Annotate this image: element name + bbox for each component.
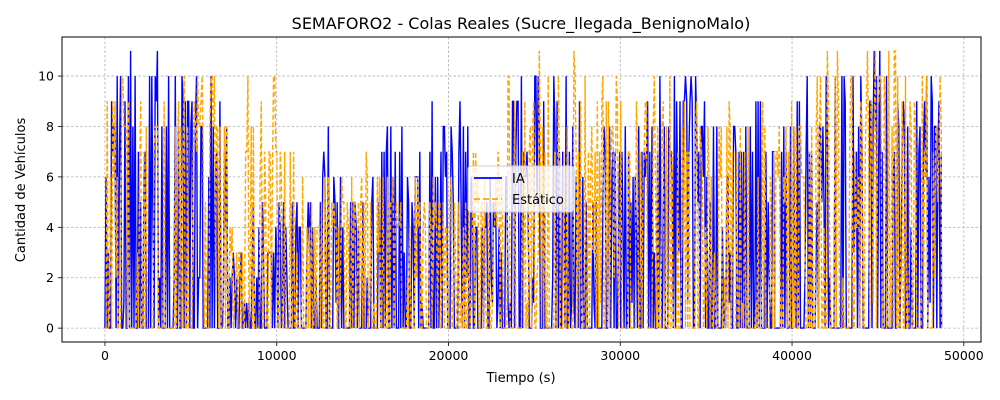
y-tick-label: 2 bbox=[46, 270, 54, 285]
x-axis-title: Tiempo (s) bbox=[485, 371, 555, 386]
y-axis: 0 2 4 6 8 10 bbox=[38, 69, 62, 336]
plot-area bbox=[61, 36, 982, 343]
series-layer bbox=[104, 50, 943, 329]
x-tick-label: 30000 bbox=[600, 348, 640, 363]
y-tick-label: 4 bbox=[46, 220, 54, 235]
x-tick-label: 10000 bbox=[257, 348, 297, 363]
y-tick-label: 8 bbox=[46, 119, 54, 134]
series-line-estatico bbox=[104, 50, 943, 329]
y-tick-label: 0 bbox=[46, 321, 54, 336]
x-tick-label: 20000 bbox=[429, 348, 469, 363]
plot-frame bbox=[61, 36, 982, 343]
legend-label-estatico: Estático bbox=[512, 193, 564, 208]
y-tick-label: 6 bbox=[46, 169, 54, 184]
x-tick-label: 0 bbox=[101, 348, 109, 363]
chart-title: SEMAFORO2 - Colas Reales (Sucre_llegada_… bbox=[292, 14, 751, 34]
y-tick-label: 10 bbox=[38, 69, 54, 84]
legend-label-ia: IA bbox=[512, 172, 525, 187]
x-tick-label: 50000 bbox=[944, 348, 984, 363]
x-tick-label: 40000 bbox=[772, 348, 812, 363]
legend: IA Estático bbox=[467, 165, 575, 213]
y-axis-title: Cantidad de Vehículos bbox=[14, 118, 29, 263]
x-axis: 0 10000 20000 30000 40000 50000 bbox=[101, 342, 984, 363]
